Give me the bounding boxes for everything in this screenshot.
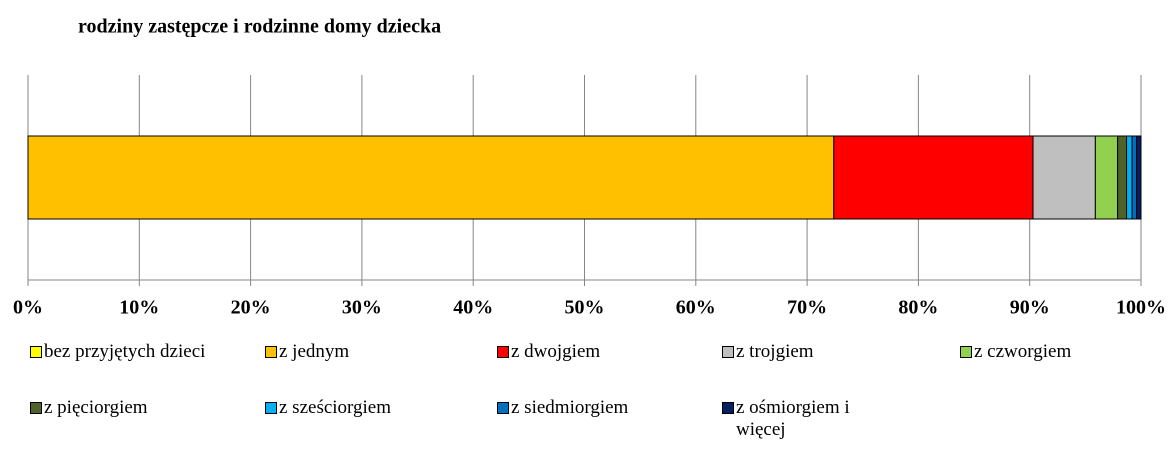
legend-label: z siedmiorgiem [511, 397, 629, 418]
legend-label: bez przyjętych dzieci [44, 341, 206, 362]
legend-label: z dwojgiem [511, 341, 601, 362]
legend-swatch [497, 346, 509, 358]
x-tick-label: 80% [898, 297, 938, 319]
x-tick-label: 100% [1116, 297, 1166, 319]
legend-label: z sześciorgiem [279, 397, 392, 418]
legend-item: z czworgiem [960, 341, 1071, 363]
bar-segment [1126, 135, 1133, 220]
x-tick-label: 20% [231, 297, 271, 319]
bar-segment [1131, 135, 1138, 220]
chart-title: rodziny zastępcze i rodzinne domy dzieck… [78, 16, 441, 38]
legend-item: z dwojgiem [497, 341, 600, 363]
legend-swatch [30, 402, 42, 414]
x-tick-label: 60% [676, 297, 716, 319]
x-tick-label: 50% [565, 297, 605, 319]
bar-segment [27, 135, 835, 220]
legend-label: z ośmiorgiem i więcej [736, 397, 850, 440]
legend-swatch [265, 346, 277, 358]
legend-swatch [30, 346, 42, 358]
legend-item: bez przyjętych dzieci [30, 341, 205, 363]
bar-segment [1094, 135, 1119, 220]
bar-segment [1032, 135, 1096, 220]
legend-swatch [960, 346, 972, 358]
x-tick-label: 30% [342, 297, 382, 319]
bar-segment [1117, 135, 1128, 220]
legend-label: z czworgiem [974, 341, 1072, 362]
legend-item: z ośmiorgiem i więcej [722, 397, 872, 441]
legend-item: z pięciorgiem [30, 397, 148, 419]
legend-item: z jednym [265, 341, 349, 363]
legend-swatch [497, 402, 509, 414]
bar-segment [1136, 135, 1142, 220]
legend-label: z trojgiem [736, 341, 814, 362]
legend-label: z jednym [279, 341, 350, 362]
x-tick-label: 10% [119, 297, 159, 319]
legend-label: z pięciorgiem [44, 397, 148, 418]
legend-swatch [722, 402, 734, 414]
x-tick-label: 40% [453, 297, 493, 319]
legend-swatch [722, 346, 734, 358]
x-tick-label: 90% [1010, 297, 1050, 319]
legend-item: z siedmiorgiem [497, 397, 628, 419]
legend-item: z trojgiem [722, 341, 814, 363]
x-tick-label: 70% [787, 297, 827, 319]
x-tick-label: 0% [13, 297, 43, 319]
legend-swatch [265, 402, 277, 414]
bar-segment [833, 135, 1034, 220]
legend-item: z sześciorgiem [265, 397, 391, 419]
